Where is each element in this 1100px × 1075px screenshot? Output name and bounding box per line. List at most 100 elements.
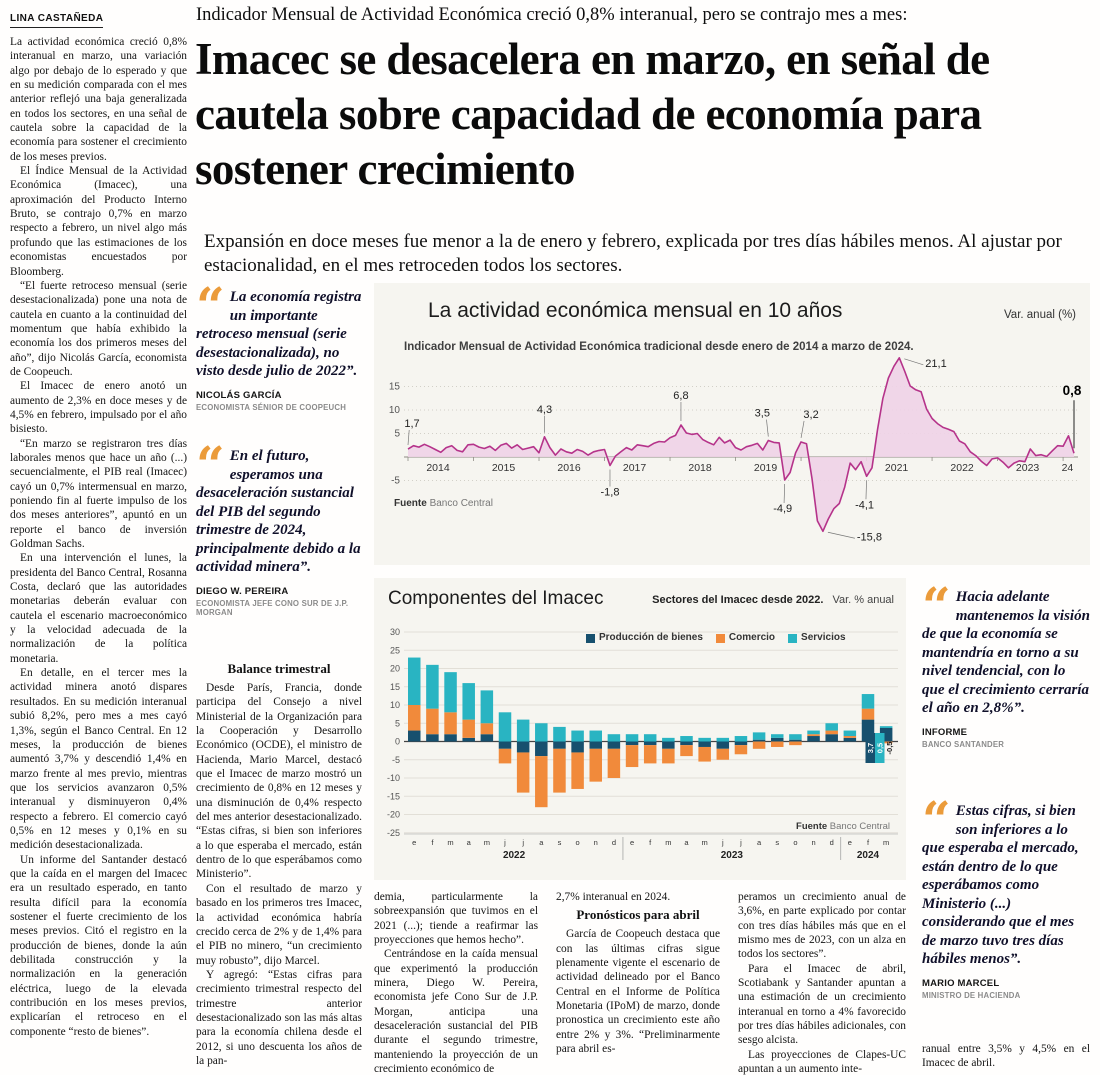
svg-text:Fuente Banco Central: Fuente Banco Central [796, 821, 890, 832]
svg-text:3,2: 3,2 [803, 409, 818, 421]
svg-text:e: e [848, 838, 852, 847]
svg-text:2016: 2016 [557, 462, 581, 474]
svg-text:n: n [594, 838, 598, 847]
quote-role: BANCO SANTANDER [922, 739, 1005, 749]
mid-column-body: Desde París, Francia, donde participa de… [196, 681, 362, 1068]
paragraph: En una intervención el lunes, la preside… [10, 552, 187, 665]
svg-text:24: 24 [1062, 462, 1074, 474]
quote-role: ECONOMISTA JEFE CONO SUR DE J.P. MORGAN [196, 598, 349, 618]
svg-text:0,8: 0,8 [1063, 383, 1082, 398]
bottom-column-2: 2,7% interanual en 2024. Pronósticos par… [556, 890, 720, 1056]
kicker: Indicador Mensual de Actividad Económica… [196, 5, 908, 25]
svg-text:1,7: 1,7 [404, 418, 419, 430]
line-chart-svg: 15 10 5 -5 2014 2015 2016 2017 2018 2019 2021 2022 2… [389, 357, 1082, 543]
svg-text:j: j [739, 838, 742, 847]
svg-text:a: a [757, 838, 762, 847]
svg-text:j: j [721, 838, 724, 847]
pull-quote-4: “ Estas cifras, si bien son inferiores a… [922, 790, 1090, 1000]
svg-text:e: e [630, 838, 634, 847]
svg-text:-15: -15 [387, 791, 400, 801]
chart-title: Componentes del Imacec [388, 588, 604, 609]
quote-icon: “ [922, 790, 951, 849]
svg-text:-0,5: -0,5 [885, 742, 894, 755]
svg-text:4,3: 4,3 [537, 404, 552, 416]
svg-text:-5: -5 [391, 476, 400, 487]
byline: LINA CASTAÑEDA [10, 13, 104, 28]
paragraph: peramos un crecimiento anual de 3,6%, en… [738, 891, 906, 961]
svg-text:d: d [830, 838, 834, 847]
svg-text:a: a [467, 838, 472, 847]
svg-text:n: n [811, 838, 815, 847]
paragraph: 2,7% interanual en 2024. [556, 891, 671, 903]
svg-text:d: d [612, 838, 616, 847]
svg-text:-25: -25 [387, 828, 400, 838]
svg-text:-10: -10 [387, 773, 400, 783]
svg-text:o: o [793, 838, 797, 847]
paragraph: Desde París, Francia, donde participa de… [196, 682, 362, 881]
svg-text:m: m [883, 838, 889, 847]
chart-unit-label: Var. anual (%) [1003, 309, 1076, 321]
bottom-column-1: demia, particularmente la sobreexpansión… [374, 890, 538, 1075]
chart-legend: Producción de bienes Comercio Servicios [586, 632, 846, 644]
svg-text:2023: 2023 [1016, 462, 1040, 474]
svg-text:j: j [503, 838, 506, 847]
pull-quote-2: “ En el futuro, esperamos una desacelera… [196, 440, 362, 618]
svg-text:2022: 2022 [503, 850, 526, 861]
chart-subtitle: Indicador Mensual de Actividad Económica… [404, 341, 914, 353]
svg-text:e: e [412, 838, 416, 847]
svg-text:3,5: 3,5 [755, 408, 770, 420]
svg-text:15: 15 [390, 682, 400, 692]
svg-text:-5: -5 [392, 755, 400, 765]
legend-item-servicios: Servicios [788, 632, 846, 644]
paragraph: Con el resultado de marzo y basado en lo… [196, 882, 362, 967]
svg-text:10: 10 [390, 700, 400, 710]
bar-chart-svg: 30 25 20 15 10 5 0 -5 -10 -15 -20 -25 e f m a m j j a s o n d e f… [387, 627, 898, 861]
svg-text:m: m [484, 838, 490, 847]
quote-author: NICOLÁS GARCÍA [196, 389, 282, 401]
quote-author: INFORME [922, 726, 968, 738]
svg-text:-20: -20 [387, 810, 400, 820]
chart-unit-label: Var. % anual [832, 594, 894, 606]
paragraph: demia, particularmente la sobreexpansión… [374, 891, 538, 947]
pull-quote-3: “ Hacia adelante mantenemos la visión de… [922, 581, 1090, 749]
left-column-body: La actividad económica creció 0,8% inter… [10, 35, 187, 1039]
legend-item-comercio: Comercio [715, 632, 776, 644]
svg-text:2018: 2018 [688, 462, 712, 474]
svg-text:2015: 2015 [492, 462, 516, 474]
quote-author: MARIO MARCEL [922, 977, 1000, 989]
quote-role: MINISTRO DE HACIENDA [922, 990, 1021, 1000]
svg-text:a: a [539, 838, 544, 847]
svg-text:m: m [447, 838, 453, 847]
svg-text:m: m [702, 838, 708, 847]
legend-label: Producción de bienes [599, 632, 703, 643]
paragraph: El Índice Mensual de la Actividad Económ… [10, 165, 187, 278]
svg-text:2023: 2023 [721, 850, 744, 861]
chart-title: La actividad económica mensual en 10 año… [428, 299, 843, 322]
bar-chart-panel: Componentes del Imacec Sectores del Imac… [374, 578, 906, 880]
right-column-tail: ranual entre 3,5% y 4,5% en el Imacec de… [922, 1042, 1090, 1071]
legend-item-bienes: Producción de bienes [586, 632, 703, 644]
legend-swatch-comercio [715, 633, 725, 643]
svg-text:10: 10 [389, 405, 401, 416]
svg-text:5: 5 [395, 718, 400, 728]
paragraph: “En marzo se registraron tres días labor… [10, 437, 187, 551]
left-column: LINA CASTAÑEDA La actividad económica cr… [10, 8, 187, 1039]
svg-text:-15,8: -15,8 [857, 531, 882, 543]
pull-quote-1: “ La economía registra un importante ret… [196, 281, 362, 412]
legend-label: Comercio [728, 632, 776, 643]
deck: Expansión en doce meses fue menor a la d… [204, 231, 1062, 276]
svg-text:-4,1: -4,1 [855, 499, 874, 511]
svg-text:f: f [431, 838, 434, 847]
svg-text:j: j [521, 838, 524, 847]
paragraph: García de Coopeuch destaca que con las ú… [556, 928, 720, 1056]
svg-text:s: s [558, 838, 562, 847]
svg-text:0,5: 0,5 [876, 743, 885, 753]
legend-swatch-servicios [788, 633, 798, 643]
svg-text:2019: 2019 [754, 462, 778, 474]
svg-text:2021: 2021 [885, 462, 909, 474]
svg-text:20: 20 [390, 664, 400, 674]
bottom-column-2-body: García de Coopeuch destaca que con las ú… [556, 927, 720, 1056]
svg-text:f: f [867, 838, 870, 847]
section-subhead: Balance trimestral [227, 661, 331, 676]
